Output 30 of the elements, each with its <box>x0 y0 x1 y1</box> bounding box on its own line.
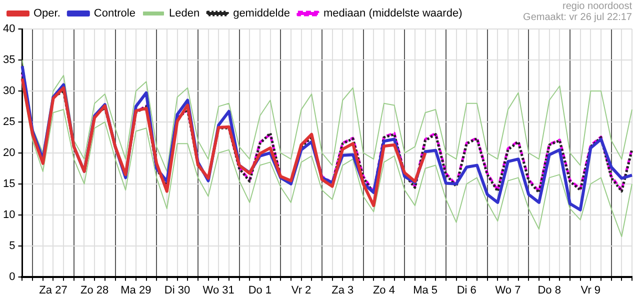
text: regio noordoost <box>562 0 632 12</box>
legend-label: mediaan (middelste waarde) <box>323 8 462 20</box>
x-tick-label: Wo 7 <box>495 284 521 296</box>
legend-label: gemiddelde <box>233 8 290 20</box>
y-tick-label: 25 <box>2 116 16 128</box>
y-tick-label: 35 <box>2 54 16 66</box>
x-tick-label: Ma 5 <box>413 284 438 296</box>
x-tick-label: Wo 31 <box>202 284 234 296</box>
x-tick-label: Ma 29 <box>120 284 152 296</box>
y-tick-label: 0 <box>9 270 16 283</box>
x-tick-label: Di 30 <box>164 284 190 296</box>
x-tick-label: Do 8 <box>538 284 561 296</box>
x-tick-label: Vr 9 <box>580 284 601 296</box>
y-tick-label: 15 <box>2 178 16 190</box>
x-tick-label: Zo 28 <box>80 284 109 296</box>
x-tick-label: Za 3 <box>332 284 354 296</box>
y-tick-label: 20 <box>2 146 16 159</box>
y-tick-label: 40 <box>2 23 16 36</box>
legend-label: Oper. <box>34 8 60 20</box>
x-tick-label: Di 6 <box>456 284 476 296</box>
x-tick-label: Zo 4 <box>372 284 395 296</box>
y-tick-label: 5 <box>9 240 16 252</box>
legend-label: Leden <box>168 8 200 20</box>
legend-label: Controle <box>94 8 136 20</box>
x-tick-label: Vr 2 <box>291 284 312 296</box>
x-tick-label: Za 27 <box>39 284 68 296</box>
x-tick-label: Do 1 <box>248 284 272 296</box>
text: Gemaakt: vr 26 jul 22:17 <box>523 12 632 23</box>
y-tick-label: 30 <box>2 84 16 97</box>
y-tick-label: 10 <box>2 208 16 221</box>
